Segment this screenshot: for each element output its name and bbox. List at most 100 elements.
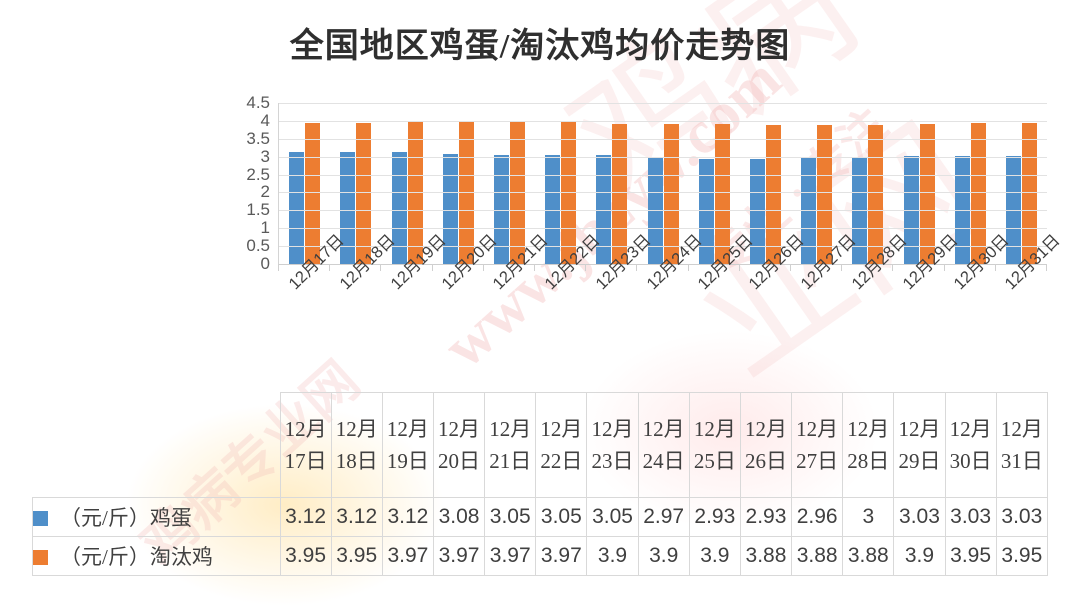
x-axis-tick: [380, 264, 382, 271]
x-axis-tick: [329, 264, 331, 271]
bar-egg: [340, 152, 356, 264]
legend-label: （元/斤）鸡蛋: [60, 506, 192, 530]
table-value-cell: 3.88: [739, 536, 793, 576]
gridline: [279, 103, 1047, 104]
table-header-cell: 12月18日: [330, 392, 383, 498]
table-value-cell: 3.03: [893, 497, 946, 537]
table-row-label: （元/斤）淘汰鸡: [32, 536, 281, 576]
x-axis-tick: [534, 264, 535, 271]
chart-title: 全国地区鸡蛋/淘汰鸡均价走势图: [289, 28, 791, 65]
table-value-cell: 3.9: [637, 536, 690, 576]
y-axis-tick-2-5: 2.5: [246, 164, 270, 184]
y-axis-tick-4: 4: [260, 110, 270, 130]
table-header-cell: 12月26日: [739, 392, 793, 498]
bar-egg: [1005, 155, 1021, 264]
bar-egg: [545, 154, 561, 264]
bar-egg: [391, 152, 407, 264]
y-axis-tick-labels: 4.5 4 3.5 3 2.5 2 1.5 1 0.5 0: [226, 92, 270, 272]
table-value-cell: 3.95: [944, 536, 997, 576]
bar-egg: [903, 155, 919, 264]
table-header-cell: 12月23日: [586, 392, 639, 498]
table-value-cell: 3.12: [279, 497, 332, 537]
bar-egg: [289, 152, 305, 264]
table-head: 12月17日 12月18日 12月19日 12月20日 12月21日 12月22日 12月2…: [33, 392, 1049, 498]
table-header-cell: 12月28日: [842, 392, 895, 498]
x-axis-tick: [585, 264, 587, 271]
table-corner-cell: [33, 393, 281, 498]
x-axis-category-labels: 12月17日 12月18日 12月19日 12月20日 12月21日 12月22日 12月2…: [278, 231, 1064, 369]
bar-egg: [698, 159, 714, 264]
table-value-cell: 3.95: [279, 536, 332, 576]
bar-egg: [749, 159, 765, 264]
table-header-cell: 12月20日: [432, 392, 486, 498]
y-axis-tick-3-5: 3.5: [246, 128, 270, 148]
table-header-cell: 12月17日: [279, 392, 332, 498]
table-value-cell: 3.97: [484, 536, 537, 576]
legend-swatch-icon: [33, 550, 48, 565]
y-axis-tick-2: 2: [260, 182, 270, 202]
x-axis-tick: [636, 264, 638, 271]
table-header-cell: 12月29日: [893, 392, 946, 498]
gridline: [279, 120, 1047, 122]
table-value-cell: 3.9: [893, 536, 946, 576]
table-value-cell: 3.95: [995, 536, 1049, 576]
table-header-cell: 12月24日: [637, 392, 690, 498]
x-axis-tick: [482, 264, 484, 271]
gridline: [279, 228, 1047, 230]
x-axis-tick: [994, 264, 996, 271]
table-value-cell: 3.05: [535, 497, 588, 537]
table-header-row: 12月17日 12月18日 12月19日 12月20日 12月21日 12月22日 12月2…: [33, 392, 1049, 498]
table-body: （元/斤）鸡蛋 3.12 3.12 3.12 3.08 3.05 3.05 3.05 2.97 2…: [32, 497, 1049, 576]
y-axis-tick-3: 3: [260, 146, 270, 166]
table-value-cell: 3.88: [842, 536, 895, 576]
x-axis-tick: [841, 264, 843, 271]
gridline: [279, 174, 1047, 176]
table-row-label: （元/斤）鸡蛋: [32, 497, 281, 537]
table-value-cell: 3: [842, 497, 895, 537]
x-axis-tick: [1046, 264, 1047, 271]
gridline: [279, 192, 1047, 194]
y-axis-tick-1: 1: [260, 218, 270, 238]
table-value-cell: 3.05: [586, 497, 639, 537]
table-value-cell: 2.93: [688, 497, 741, 537]
table-row: （元/斤）鸡蛋 3.12 3.12 3.12 3.08 3.05 3.05 3.05 2.97 2…: [32, 497, 1049, 537]
bar-culled-hen: [765, 125, 781, 264]
table-row: （元/斤）淘汰鸡 3.95 3.95 3.97 3.97 3.97 3.97 3.9 3.9 3.…: [32, 536, 1049, 576]
y-axis-tick-0: 0: [260, 254, 270, 273]
x-axis-tick-marks: [278, 264, 1047, 271]
table-header-cell: 12月19日: [381, 392, 434, 498]
table-value-cell: 2.96: [791, 497, 844, 537]
table-header-cell: 12月30日: [944, 392, 997, 498]
table-header-cell: 12月25日: [688, 392, 741, 498]
bar-group: [740, 103, 791, 264]
gridline: [279, 264, 1047, 265]
gridline: [279, 138, 1047, 140]
table-value-cell: 3.03: [944, 497, 997, 537]
x-axis-tick: [278, 264, 279, 271]
legend-label: （元/斤）淘汰鸡: [60, 545, 213, 569]
table-value-cell: 3.95: [330, 536, 383, 576]
bar-egg: [442, 153, 458, 264]
table-value-cell: 3.97: [381, 536, 434, 576]
chart-data-table: 12月17日 12月18日 12月19日 12月20日 12月21日 12月22日 12月2…: [32, 392, 1049, 576]
table-header-cell: 12月31日: [995, 392, 1049, 498]
gridline: [279, 210, 1047, 212]
bar-egg: [596, 154, 612, 264]
x-axis-tick: [943, 264, 945, 271]
x-axis-tick: [790, 264, 791, 271]
table-value-cell: 3.9: [586, 536, 639, 576]
bar-culled-hen: [817, 125, 833, 264]
table-value-cell: 3.97: [535, 536, 588, 576]
x-axis-tick: [738, 264, 740, 271]
y-axis-tick-0-5: 0.5: [246, 236, 270, 256]
table-value-cell: 3.03: [995, 497, 1049, 537]
plot-area: [278, 103, 1047, 265]
x-axis-tick: [687, 264, 689, 271]
table-header-cell: 12月21日: [484, 392, 537, 498]
bar-culled-hen: [868, 125, 884, 264]
table-value-cell: 3.12: [381, 497, 434, 537]
table-value-cell: 3.9: [688, 536, 741, 576]
y-axis-tick-4-5: 4.5: [246, 93, 270, 112]
y-axis-tick-1-5: 1.5: [246, 200, 270, 220]
chart-plot-region: 4.5 4 3.5 3 2.5 2 1.5 1 0.5 0 12月17日 12月18日 12月19日 1…: [0, 92, 1080, 293]
